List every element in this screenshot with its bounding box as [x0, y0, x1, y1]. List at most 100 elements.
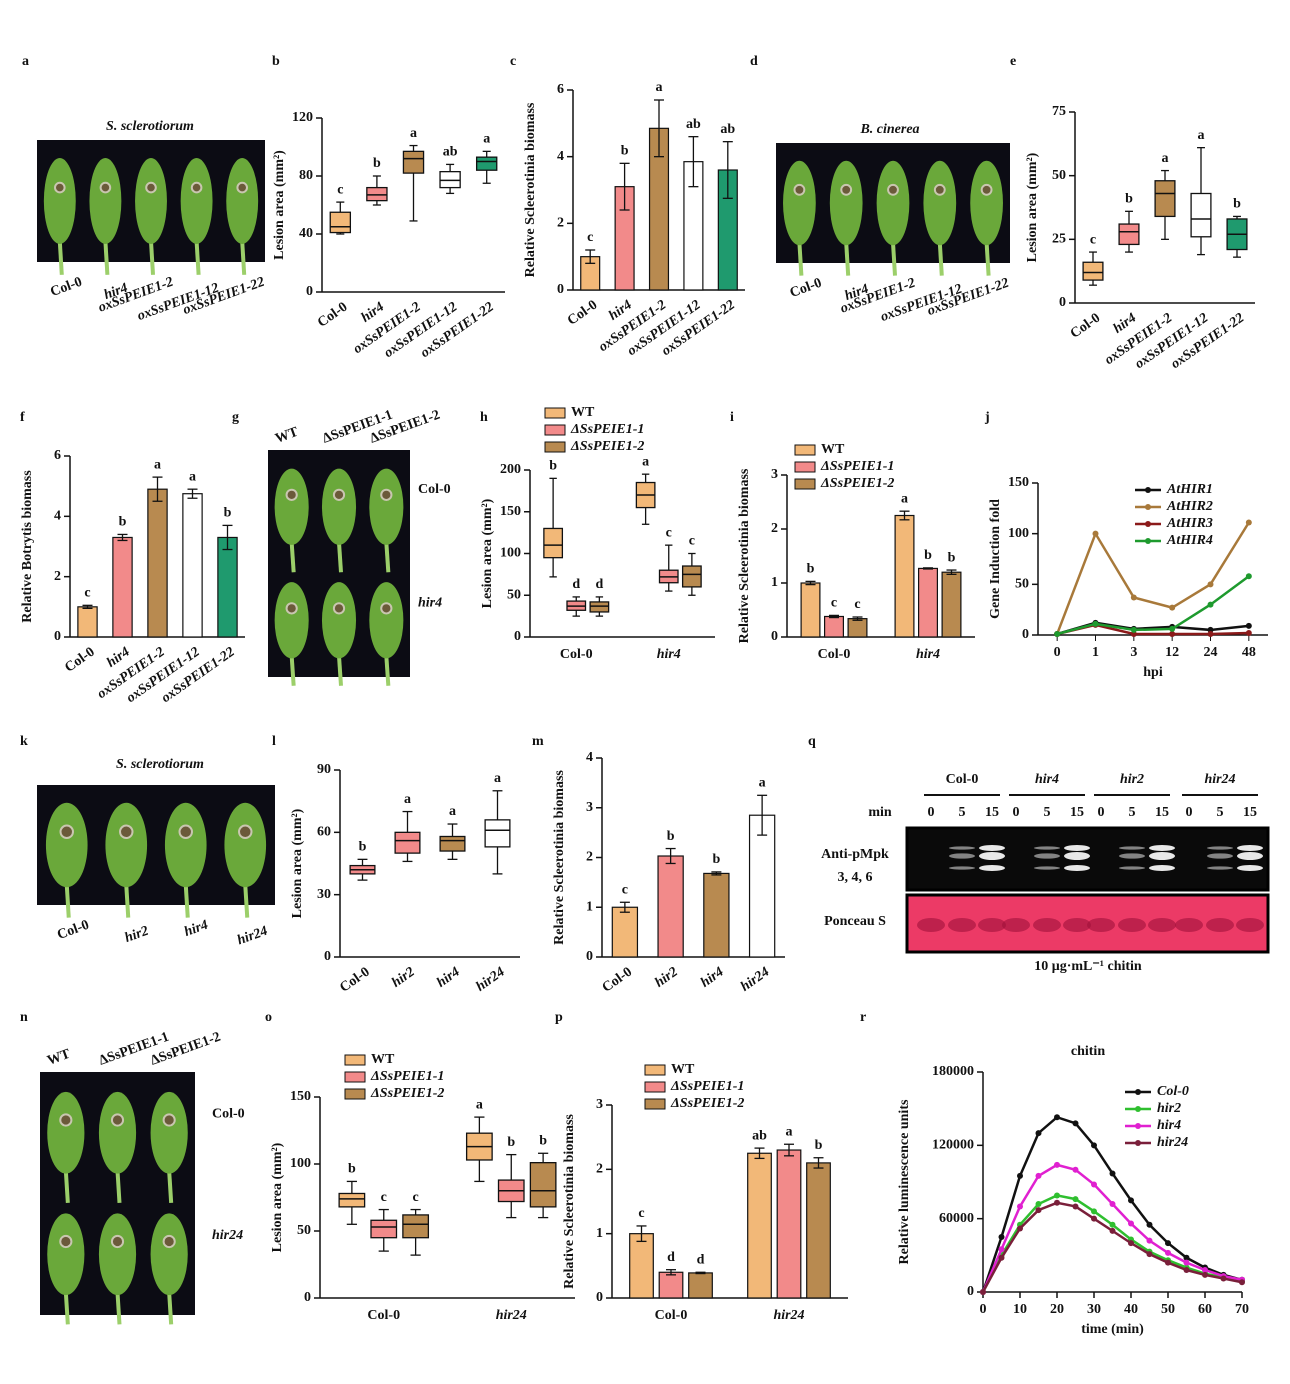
legend-label: WT	[671, 1062, 695, 1077]
point	[1017, 1203, 1023, 1210]
panel-letter: o	[265, 1010, 272, 1025]
photo-title: S. sclerotiorum	[116, 757, 204, 772]
x-tick-label: 10	[1013, 1302, 1027, 1317]
y-tick-label: 1	[771, 575, 778, 590]
blot-band	[1149, 865, 1175, 871]
point	[1092, 620, 1099, 627]
significance-letter: ab	[752, 1128, 767, 1143]
lesion	[162, 1113, 176, 1127]
point	[998, 1246, 1005, 1253]
y-tick-label: 60	[317, 825, 331, 840]
leaf-stem	[167, 1292, 174, 1325]
leaf-stem	[891, 242, 897, 276]
leaf	[876, 160, 910, 246]
box	[529, 1162, 557, 1208]
point	[1054, 1192, 1060, 1199]
x-tick-label: 0	[1054, 645, 1061, 660]
point	[1128, 1220, 1134, 1227]
point	[1072, 1120, 1079, 1127]
time: 5	[1217, 805, 1224, 820]
y-tick-label: 2	[771, 521, 778, 536]
bar	[941, 571, 962, 638]
y-tick-label: 50	[297, 1223, 311, 1238]
significance-letter: ab	[443, 145, 458, 160]
point	[998, 1254, 1005, 1261]
bar	[182, 493, 203, 638]
significance-letter: d	[667, 1250, 675, 1265]
panel-letter: p	[555, 1010, 563, 1025]
significance-letter: a	[476, 1097, 483, 1112]
legend-label: AtHIR1	[1166, 482, 1213, 497]
panel-letter: g	[232, 410, 239, 425]
x-tick-label: hir24	[474, 965, 508, 995]
time: 15	[1070, 805, 1084, 820]
y-axis-label: Lesion area (mm²)	[270, 1142, 285, 1252]
significance-letter: c	[337, 182, 343, 197]
leaf-stem	[984, 242, 991, 276]
lesion	[190, 181, 203, 194]
significance-letter: b	[359, 840, 367, 855]
point	[1072, 1166, 1079, 1173]
box	[1082, 261, 1104, 281]
box	[681, 565, 702, 588]
point	[1207, 601, 1214, 608]
lesion	[887, 183, 899, 196]
legend-label: WT	[371, 1052, 395, 1067]
legend-label: WT	[571, 405, 595, 420]
leaf	[321, 468, 357, 545]
significance-letter: a	[154, 457, 161, 472]
blot-band	[1237, 865, 1263, 871]
lesion	[145, 181, 157, 194]
significance-letter: a	[189, 469, 196, 484]
leaf-stem	[57, 241, 64, 275]
y-tick-label: 60000	[939, 1211, 974, 1226]
blot-band	[1149, 845, 1175, 851]
point	[1128, 1240, 1134, 1247]
leaf	[224, 802, 267, 888]
legend-swatch	[644, 1081, 666, 1093]
stain-band	[1002, 918, 1030, 932]
y-tick-label: 6	[54, 448, 61, 463]
box	[329, 211, 352, 234]
legend-marker	[1135, 1089, 1141, 1095]
x-tick-label: Col-0	[565, 298, 600, 329]
x-tick-label: 70	[1235, 1302, 1249, 1317]
lesion	[59, 1234, 73, 1249]
point	[1035, 1130, 1042, 1137]
lesion	[980, 183, 993, 196]
y-tick-label: 25	[1052, 232, 1066, 247]
y-tick-label: 0	[1059, 295, 1066, 310]
point	[1091, 1215, 1097, 1222]
bar	[77, 606, 98, 638]
point	[1035, 1172, 1042, 1179]
bar	[806, 1162, 831, 1299]
point	[1128, 1197, 1134, 1204]
y-tick-label: 90	[317, 762, 331, 777]
time: 15	[1243, 805, 1257, 820]
leaf-stem	[384, 542, 391, 573]
y-tick-label: 100	[290, 1156, 311, 1171]
stain-band	[1206, 918, 1234, 932]
point	[1202, 1271, 1208, 1278]
row-label: hir4	[418, 595, 442, 610]
y-tick-label: 0	[557, 282, 564, 297]
series-line	[1056, 575, 1250, 636]
y-axis-label: Gene Induction fold	[988, 499, 1003, 619]
series-line	[981, 1201, 1243, 1293]
x-tick-label: 24	[1204, 645, 1218, 660]
y-tick-label: 0	[586, 949, 593, 964]
legend-label: ΔSsPEIE1-1	[570, 422, 644, 437]
leaf	[923, 160, 957, 246]
leaf-stem	[63, 1292, 70, 1325]
point	[1202, 1267, 1208, 1273]
bar	[688, 1272, 713, 1299]
panel-letter: q	[808, 734, 816, 749]
legend-label: hir4	[1157, 1118, 1181, 1133]
row-label: Col-0	[418, 482, 451, 497]
blot	[905, 826, 1270, 892]
group-label: hir4	[1035, 772, 1059, 787]
point	[1207, 630, 1214, 637]
x-tick-label: 0	[980, 1302, 987, 1317]
stain-band	[1175, 918, 1203, 932]
stain-band	[948, 918, 976, 932]
